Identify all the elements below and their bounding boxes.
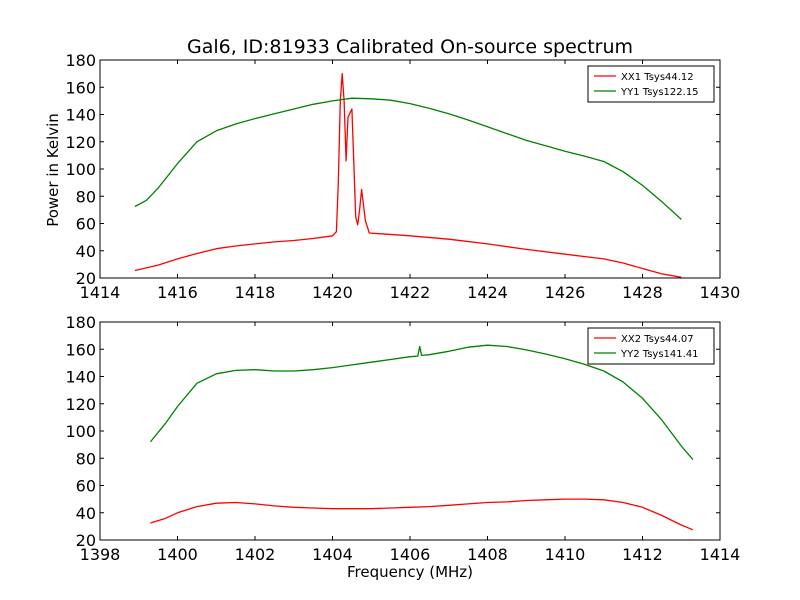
panel-1: 1414 1416 1418 1420 1422 1424 1426 1428 1430 20 40… (65, 51, 740, 302)
y-tick-label: 160 (65, 340, 96, 359)
y-tick-label: 60 (76, 215, 96, 234)
y-tick-label: 180 (65, 51, 96, 70)
y-axis-label: Power in Kelvin (44, 113, 62, 227)
y-tick-label: 140 (65, 368, 96, 387)
x-tick-label: 1430 (700, 283, 741, 302)
x-tick-label: 1428 (622, 283, 663, 302)
y-tick-label: 100 (65, 422, 96, 441)
y-tick-label: 40 (76, 242, 96, 261)
legend-label: XX1 Tsys44.12 (621, 72, 694, 83)
y-tick-label: 120 (65, 133, 96, 152)
series-line-1-2 (134, 97, 682, 220)
x-tick-label: 1412 (622, 545, 663, 564)
chart-title: Gal6, ID:81933 Calibrated On-source spec… (187, 36, 633, 58)
legend-2: XX2 Tsys44.07 YY2 Tsys141.41 (587, 327, 715, 365)
y-tick-label: 20 (76, 269, 96, 288)
legend-box (587, 327, 715, 365)
x-tick-label: 1418 (235, 283, 276, 302)
legend-1: XX1 Tsys44.12 YY1 Tsys122.15 (587, 65, 715, 103)
y-tick-label: 80 (76, 449, 96, 468)
x-tick-label: 1422 (390, 283, 431, 302)
x-tick-label: 1400 (157, 545, 198, 564)
chart-panels: 1414 1416 1418 1420 1422 1424 1426 1428 1430 20 40… (65, 51, 740, 564)
y-tick-label: 180 (65, 313, 96, 332)
x-tick-label: 1414 (700, 545, 741, 564)
y-tick-label: 100 (65, 160, 96, 179)
x-tick-label: 1416 (157, 283, 198, 302)
legend-box (587, 65, 715, 103)
legend-label: YY1 Tsys122.15 (620, 87, 699, 98)
series-line-1-1 (134, 72, 682, 278)
y-tick-label: 80 (76, 187, 96, 206)
x-tick-label: 1420 (312, 283, 353, 302)
x-tick-label: 1426 (545, 283, 586, 302)
x-tick-label: 1398 (80, 545, 121, 564)
x-tick-label: 1408 (467, 545, 508, 564)
x-tick-label: 1424 (467, 283, 508, 302)
series-line-2-2 (149, 344, 694, 461)
x-tick-label: 1404 (312, 545, 353, 564)
panel-2: 1398 1400 1402 1404 1406 1408 1410 1412 1414 20 40… (65, 313, 740, 564)
y-tick-label: 40 (76, 504, 96, 523)
y-tick-label: 20 (76, 531, 96, 550)
y-tick-label: 160 (65, 78, 96, 97)
x-tick-label: 1402 (235, 545, 276, 564)
y-tick-label: 60 (76, 477, 96, 496)
legend-label: XX2 Tsys44.07 (621, 334, 694, 345)
x-axis-label: Frequency (MHz) (347, 563, 473, 581)
x-tick-label: 1406 (390, 545, 431, 564)
series-line-2-1 (150, 498, 694, 531)
x-tick-label: 1410 (545, 545, 586, 564)
y-tick-label: 120 (65, 395, 96, 414)
y-tick-label: 140 (65, 106, 96, 125)
legend-label: YY2 Tsys141.41 (620, 349, 699, 360)
x-tick-label: 1414 (80, 283, 121, 302)
